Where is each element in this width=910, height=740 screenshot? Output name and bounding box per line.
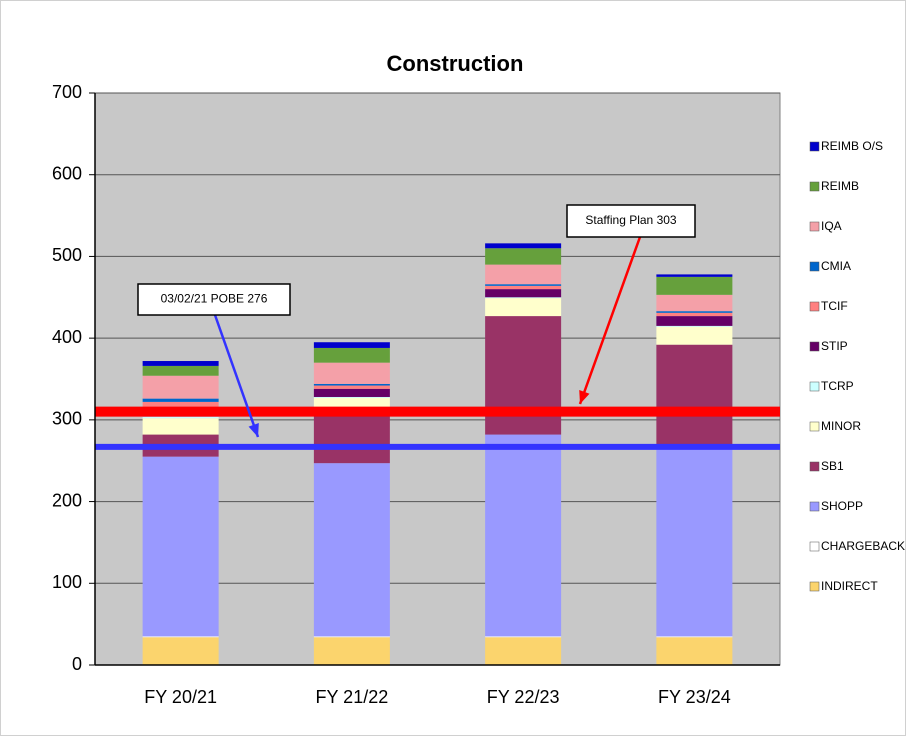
callout-label: Staffing Plan 303 [585,213,677,227]
bar-segment [656,325,733,327]
bar-segment [142,636,219,638]
y-tick-label: 600 [52,163,82,183]
bar-segment [313,362,390,384]
legend-swatch [809,381,820,392]
bar-segment [313,407,390,464]
bar-segment [313,342,390,348]
legend-label: SB1 [821,459,844,473]
bar-segment [656,326,733,345]
bar-segment [656,294,733,312]
y-tick-label: 100 [52,572,82,592]
y-tick-label: 700 [52,82,82,102]
legend-label: REIMB O/S [821,139,883,153]
bar-segment [142,398,219,402]
bar-segment [142,418,219,435]
bar-segment [485,636,562,638]
bar-segment [313,388,390,397]
legend-swatch [809,341,820,352]
bar-segment [485,289,562,298]
x-tick-label: FY 23/24 [658,687,731,707]
legend-swatch [809,461,820,472]
bar-segment [313,637,390,665]
callout-box [137,283,291,316]
bar-segment [313,383,390,386]
legend-label: CHARGEBACK [821,539,905,553]
legend-label: REIMB [821,179,859,193]
bar-segment [142,375,219,399]
legend: INDIRECT CHARGEBACK SHOPP SB1 MINOR TCRP STIP T… [809,139,905,593]
bar-segment [656,274,733,277]
legend-label: IQA [821,219,842,233]
y-tick-label: 400 [52,327,82,347]
bar-segment [485,285,562,290]
x-tick-label: FY 20/21 [144,687,217,707]
callout-box [566,204,696,238]
bar-segment [656,316,733,326]
bar-segment [656,444,733,637]
reference-lines: Staffing Plan 303 03/02/21 POBE 276 [95,204,780,450]
legend-label: TCRP [821,379,854,393]
bar-segment [656,312,733,317]
legend-swatch [809,141,820,152]
callout-arrow [213,314,260,438]
legend-swatch [809,581,820,592]
legend-swatch [809,501,820,512]
legend-swatch [809,301,820,312]
bar-segment [313,347,390,363]
y-tick-label: 0 [72,654,82,674]
bar-segment [656,276,733,295]
legend-swatch [809,421,820,432]
y-tick-label: 200 [52,490,82,510]
chart-title: Construction [387,51,524,76]
bar-segment [485,434,562,637]
legend-label: TCIF [821,299,848,313]
bar-segment [485,243,562,249]
bar-segment [656,636,733,638]
bar-segment [485,637,562,665]
bar-segment [656,637,733,665]
callout-arrowhead [248,423,259,437]
legend-label: SHOPP [821,499,863,513]
callout-label: 03/02/21 POBE 276 [161,292,268,306]
bar-segment [142,401,219,409]
y-tick-label: 300 [52,409,82,429]
legend-label: MINOR [821,419,861,433]
x-tick-label: FY 22/23 [487,687,560,707]
legend-swatch [809,541,820,552]
bar-segment [485,248,562,265]
bar-segment [656,344,733,445]
bar-segment [313,636,390,638]
callout-arrow [578,236,642,405]
bar-segment [485,316,562,435]
legend-swatch [809,181,820,192]
legend-label: INDIRECT [821,579,878,593]
bar-segment [142,416,219,419]
bar-segment [142,361,219,366]
legend-label: CMIA [821,259,851,273]
bar-segment [656,311,733,313]
bar-segment [142,456,219,637]
bar-segment [313,463,390,637]
y-tick-label: 500 [52,245,82,265]
bar-segment [313,385,390,389]
x-tick-label: FY 21/22 [316,687,389,707]
legend-label: STIP [821,339,848,353]
callout-arrowhead [579,390,590,404]
legend-swatch [809,261,820,272]
bar-segment [142,637,219,665]
bar-segment [485,298,562,317]
bar-segment [485,264,562,285]
bar-segment [485,297,562,299]
bar-segment [485,284,562,286]
bar-segment [313,397,390,408]
bar-segment [313,396,390,398]
legend-swatch [809,221,820,232]
bar-segment [142,365,219,376]
